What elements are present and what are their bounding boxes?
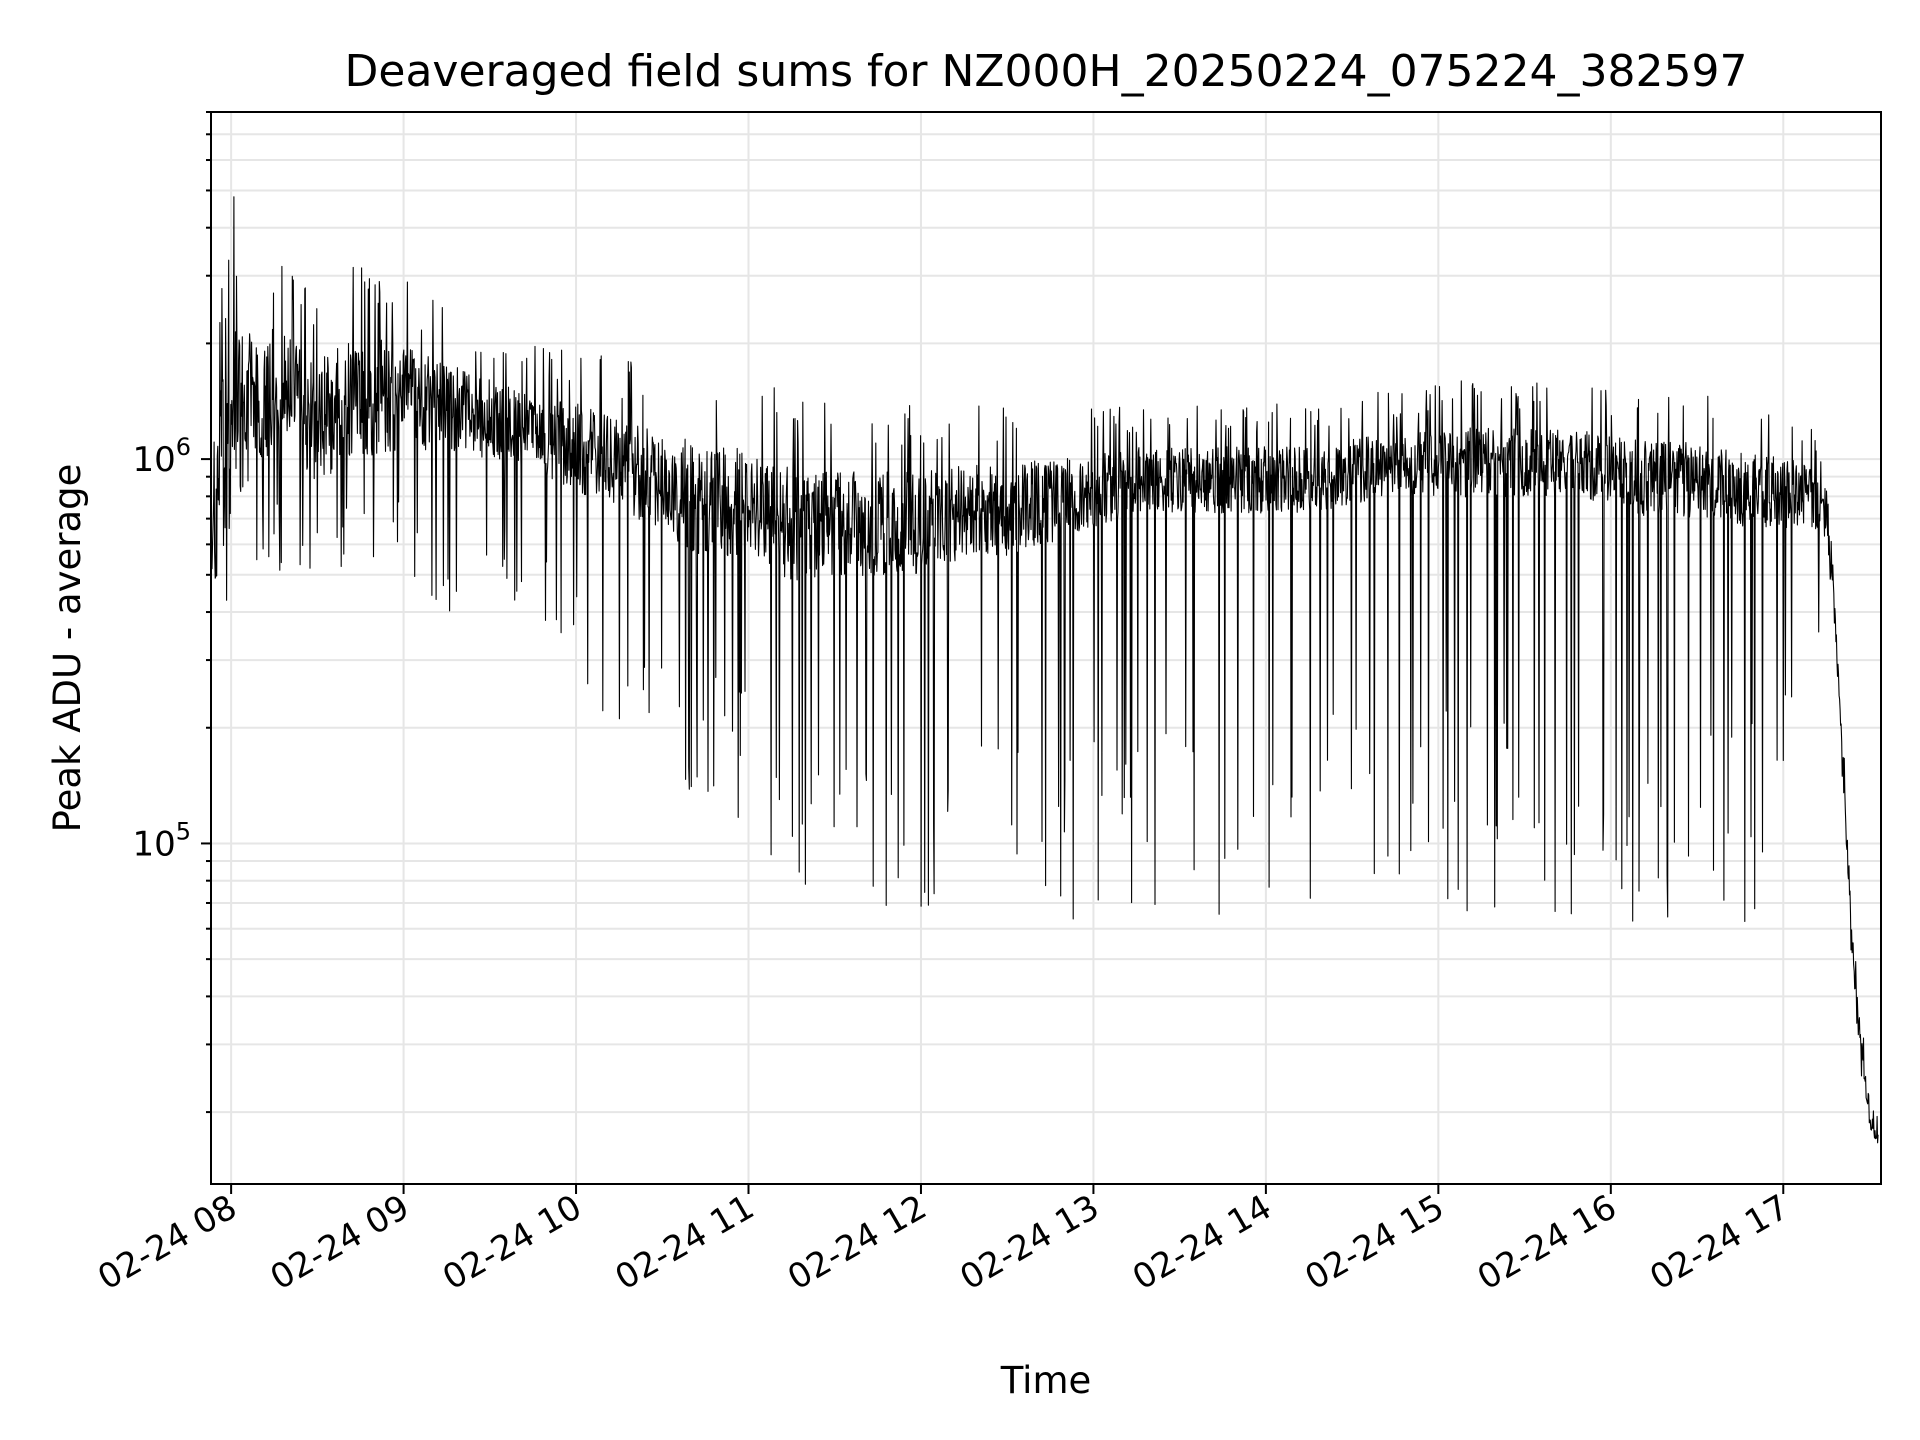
series-line (210, 196, 1879, 1144)
y-tick-label: 105 (132, 817, 191, 864)
x-axis-label: Time (1000, 1359, 1092, 1402)
chart-title: Deaveraged field sums for NZ000H_2025022… (345, 46, 1748, 97)
series-layer (210, 196, 1879, 1144)
y-axis-label: Peak ADU - average (46, 464, 89, 833)
plot-frame (210, 111, 1882, 1185)
y-tick-label: 106 (132, 433, 191, 480)
y-axis-ticks: 105 106 (132, 111, 211, 1114)
